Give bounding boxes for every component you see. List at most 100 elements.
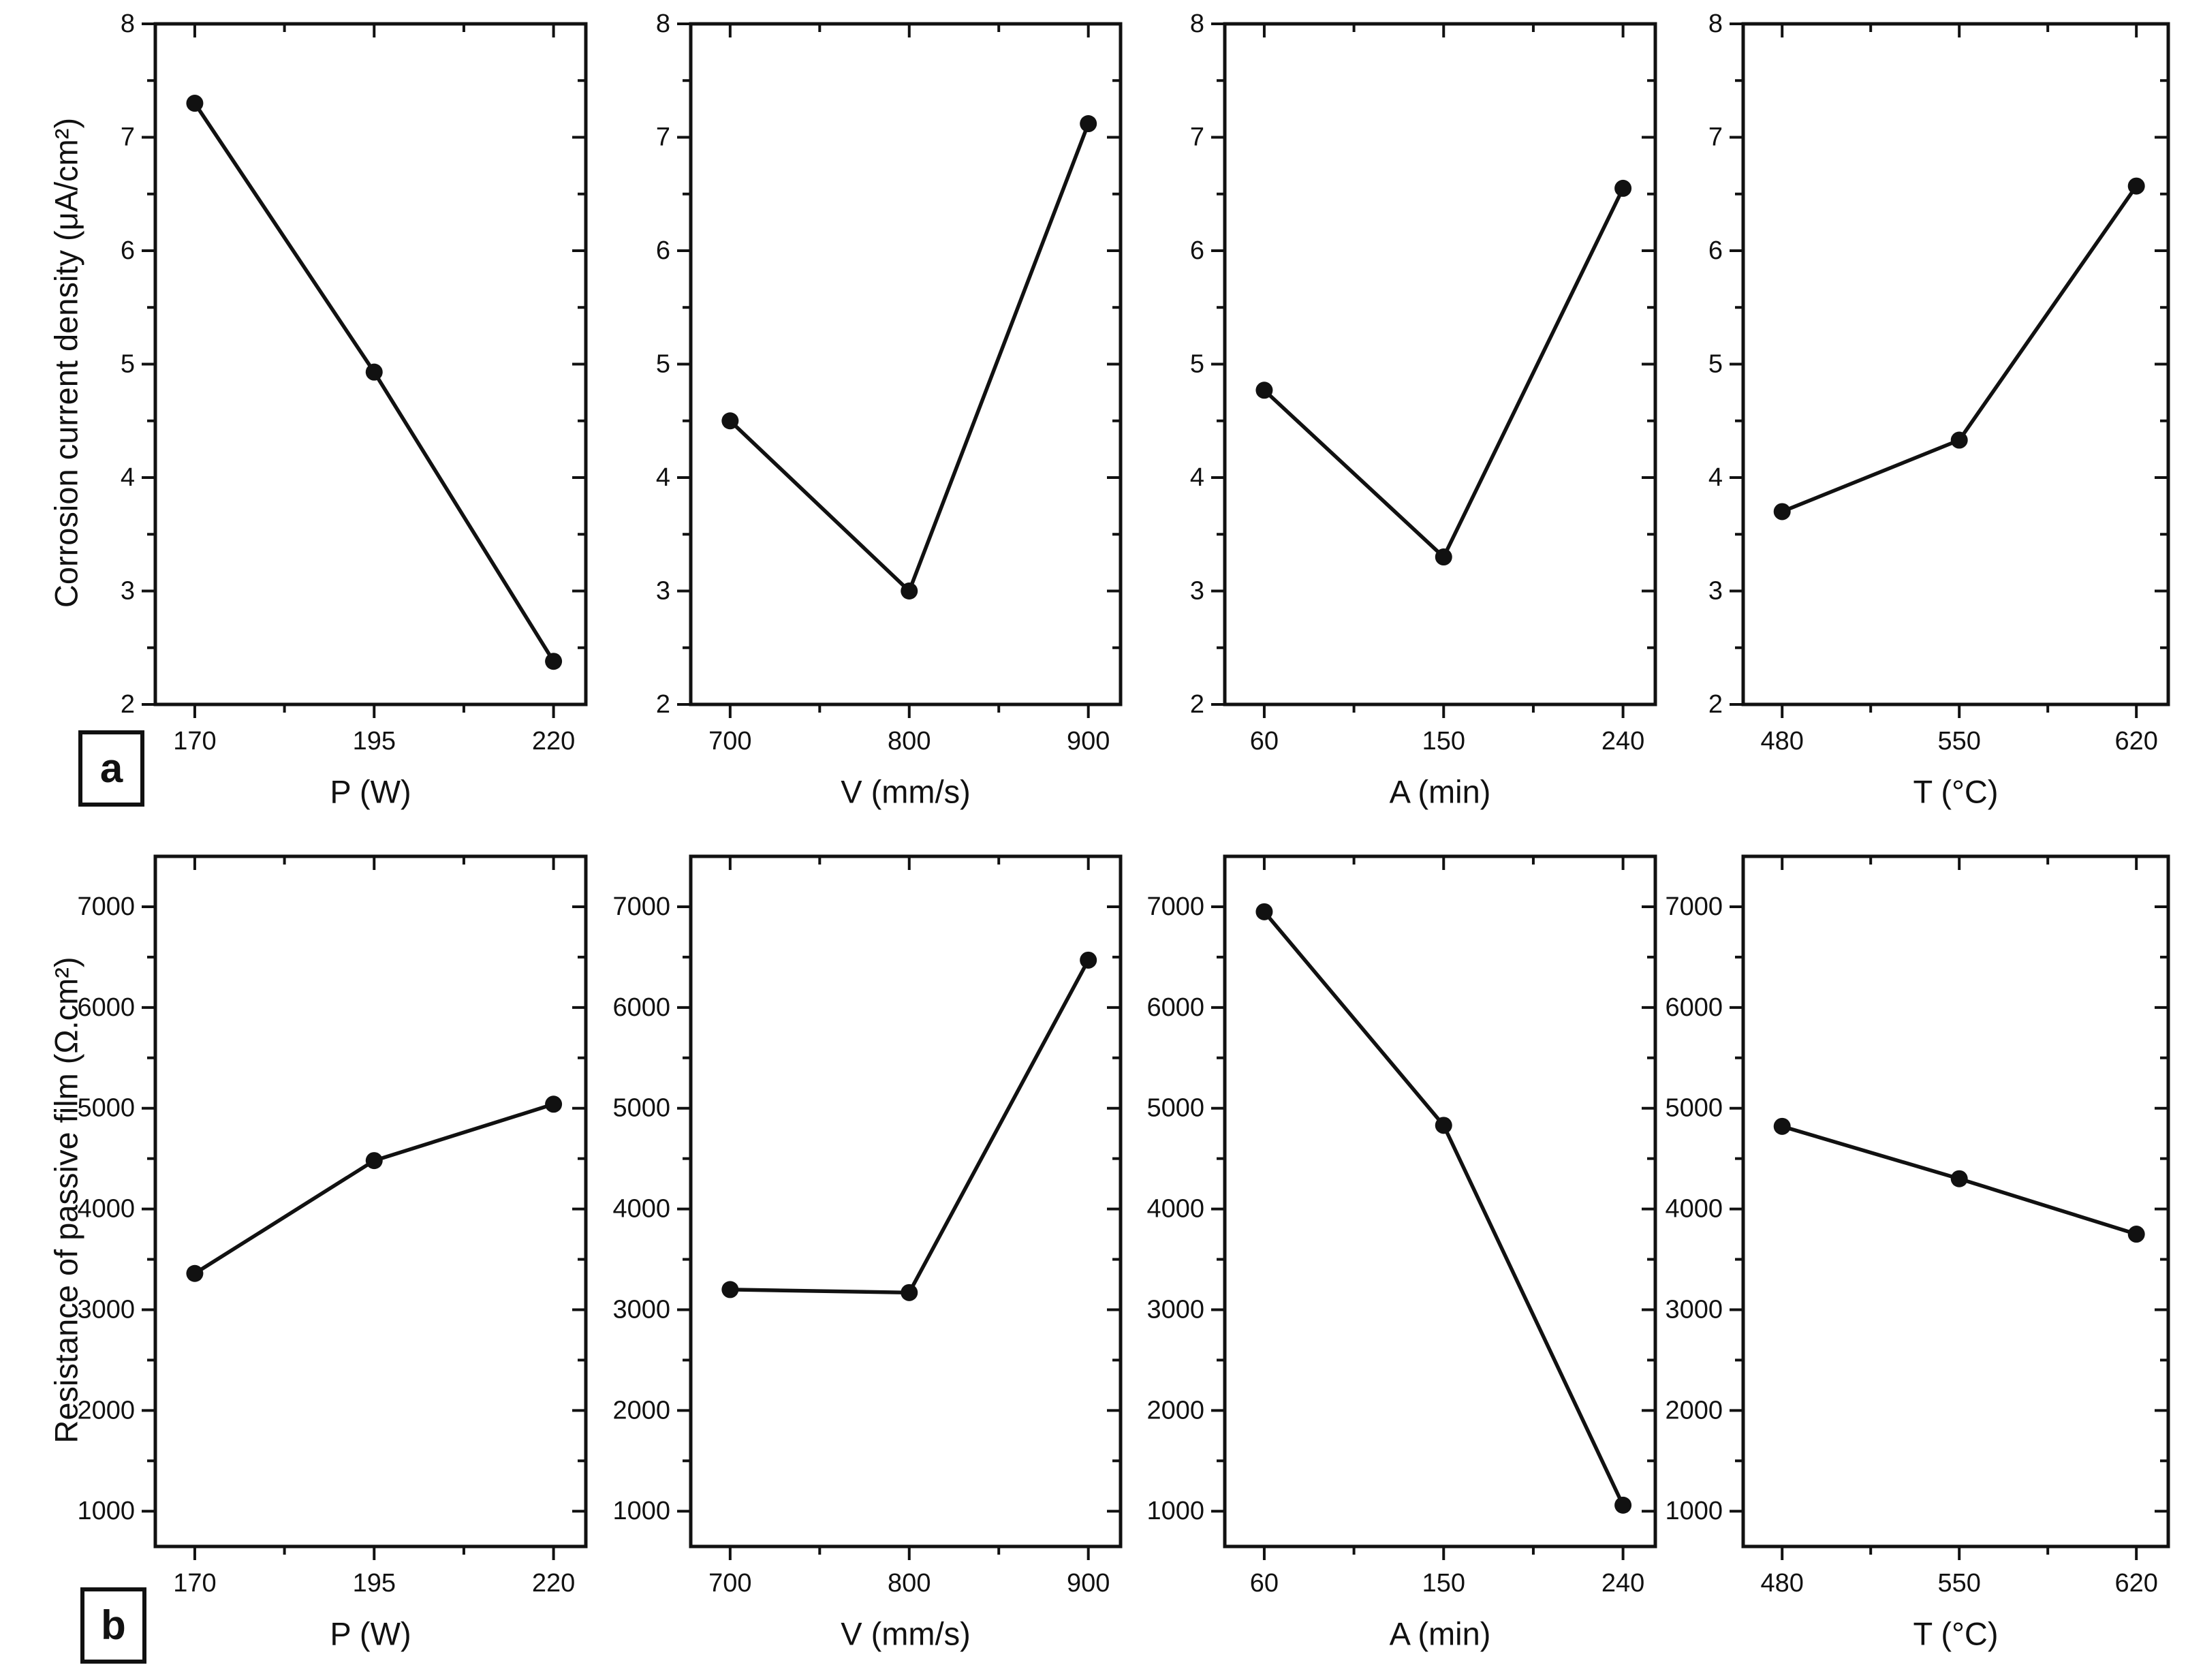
data-point-marker (1950, 431, 1968, 449)
subplot-a-2: 2 3 4 5 6 7 8 60 150 240 A (min) (1190, 10, 1657, 810)
y-tick-label: 2 (121, 690, 135, 719)
y-tick-label: 1000 (1665, 1497, 1723, 1525)
x-axis-title: A (min) (1390, 1616, 1491, 1652)
y-tick-label: 7000 (1665, 892, 1723, 921)
y-tick-label: 6000 (1146, 993, 1204, 1022)
y-tick-label: 1000 (77, 1497, 135, 1525)
y-tick-label: 3000 (1665, 1295, 1723, 1324)
y-tick-label: 1000 (1146, 1497, 1204, 1525)
data-point-marker (1614, 179, 1632, 197)
y-tick-label: 2000 (1665, 1396, 1723, 1425)
x-tick-label: 195 (353, 727, 396, 756)
data-line (193, 1102, 554, 1275)
x-axis-title: P (W) (330, 1616, 411, 1652)
axes-frame (689, 854, 1123, 1549)
y-tick-label: 5 (656, 350, 670, 379)
x-tick-label: 550 (1937, 727, 1980, 756)
y-tick-label: 4000 (1665, 1195, 1723, 1224)
y-tick-label: 5 (1708, 350, 1723, 379)
data-point-marker (1773, 1117, 1791, 1135)
x-tick-label: 620 (2114, 1569, 2157, 1598)
data-point-marker (1435, 1117, 1452, 1134)
x-tick-label: 700 (708, 1569, 751, 1598)
y-tick-label: 5000 (612, 1094, 670, 1123)
subplot-a-0: 2 3 4 5 6 7 8 170 195 220 P (W) (121, 10, 588, 810)
x-axis-title: V (mm/s) (841, 1616, 971, 1652)
x-tick-label: 800 (888, 1569, 931, 1598)
y-tick-label: 7 (1190, 123, 1204, 152)
y-tick-label: 8 (121, 10, 135, 38)
panel-label-b: b (101, 1602, 126, 1648)
y-tick-label: 7000 (77, 892, 135, 921)
subplot-a-1: 2 3 4 5 6 7 8 700 800 900 V (mm/s) (656, 10, 1123, 810)
axes-frame (689, 22, 1123, 706)
x-tick-label: 170 (173, 1569, 216, 1598)
y-tick-label: 5 (121, 350, 135, 379)
y-tick-label: 3 (121, 577, 135, 606)
x-tick-label: 900 (1067, 1569, 1110, 1598)
x-tick-label: 240 (1601, 727, 1644, 756)
x-axis-title: T (°C) (1913, 774, 1999, 810)
y-tick-label: 7 (1708, 123, 1723, 152)
subplot-b-1: 1000 2000 3000 4000 5000 6000 7000 700 800 900 V (… (612, 854, 1123, 1652)
y-tick-label: 3 (656, 577, 670, 606)
x-tick-label: 480 (1760, 1569, 1803, 1598)
y-tick-label: 7000 (612, 892, 670, 921)
y-tick-label: 7 (121, 123, 135, 152)
axes-frame (1223, 22, 1657, 706)
y-tick-label: 6000 (1665, 993, 1723, 1022)
data-point-marker (1080, 115, 1097, 133)
x-tick-label: 550 (1937, 1569, 1980, 1598)
y-tick-label: 6 (1708, 236, 1723, 265)
x-axis-title: V (mm/s) (841, 774, 971, 810)
y-tick-label: 2000 (77, 1396, 135, 1425)
y-tick-label: 2 (1708, 690, 1723, 719)
data-point-marker (901, 582, 918, 600)
data-point-marker (721, 412, 739, 430)
y-axis-label-row-b: Resistance of passive film (Ω.cm²) (48, 956, 84, 1444)
x-tick-label: 195 (353, 1569, 396, 1598)
data-line (728, 123, 1091, 595)
y-tick-label: 5000 (1665, 1094, 1723, 1123)
data-line (730, 959, 1091, 1295)
x-tick-label: 170 (173, 727, 216, 756)
x-tick-label: 150 (1422, 727, 1465, 756)
y-tick-label: 7000 (1146, 892, 1204, 921)
y-tick-label: 2000 (1146, 1396, 1204, 1425)
y-tick-label: 6 (1190, 236, 1204, 265)
data-point-marker (545, 653, 563, 670)
x-tick-label: 240 (1601, 1569, 1644, 1598)
data-point-marker (2127, 1226, 2145, 1243)
axes-frame (1741, 854, 2170, 1549)
y-tick-label: 4 (121, 463, 135, 492)
y-tick-label: 4 (656, 463, 670, 492)
x-tick-label: 60 (1250, 1569, 1279, 1598)
y-tick-label: 3000 (1146, 1295, 1204, 1324)
x-tick-label: 700 (708, 727, 751, 756)
y-tick-label: 4 (1708, 463, 1723, 492)
data-point-marker (901, 1284, 918, 1301)
y-tick-label: 2 (1190, 690, 1204, 719)
subplot-a-3: 2 3 4 5 6 7 8 480 550 620 T (°C) (1708, 10, 2170, 810)
y-tick-label: 6000 (612, 993, 670, 1022)
data-point-marker (1255, 903, 1273, 920)
x-tick-label: 150 (1422, 1569, 1465, 1598)
y-tick-label: 3 (1190, 577, 1204, 606)
y-tick-label: 8 (1190, 10, 1204, 38)
x-tick-label: 220 (532, 1569, 575, 1598)
x-axis-title: A (min) (1390, 774, 1491, 810)
data-point-marker (186, 95, 204, 112)
panel-label-a-box: a (78, 730, 144, 807)
x-axis-title: T (°C) (1913, 1616, 1999, 1652)
y-tick-label: 6 (121, 236, 135, 265)
x-axis-title: P (W) (330, 774, 411, 810)
y-tick-label: 3000 (77, 1295, 135, 1324)
y-tick-label: 4000 (1146, 1195, 1204, 1224)
y-tick-label: 4000 (77, 1195, 135, 1224)
data-point-marker (1080, 951, 1097, 969)
y-tick-label: 5000 (1146, 1094, 1204, 1123)
y-tick-label: 5 (1190, 350, 1204, 379)
data-point-marker (545, 1095, 563, 1113)
y-tick-label: 4 (1190, 463, 1204, 492)
